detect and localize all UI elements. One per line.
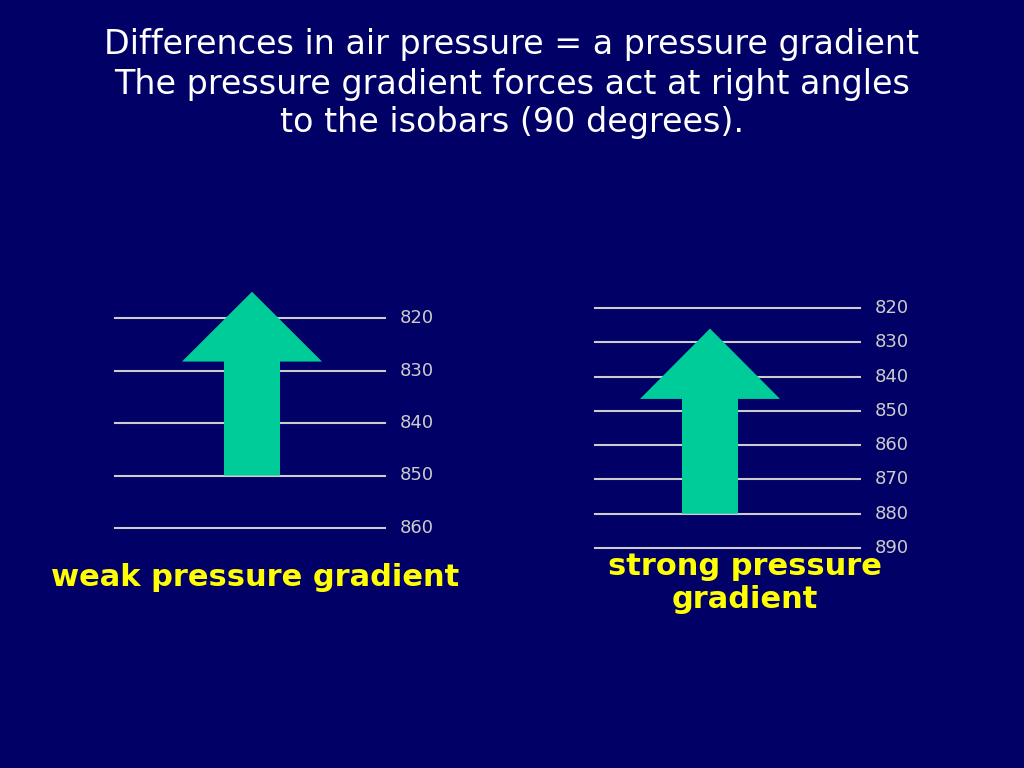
Text: 840: 840	[874, 368, 909, 386]
Polygon shape	[182, 292, 322, 475]
Text: 850: 850	[874, 402, 909, 420]
Polygon shape	[640, 329, 780, 514]
Text: 870: 870	[874, 471, 909, 488]
Text: 830: 830	[874, 333, 909, 351]
Text: 820: 820	[400, 309, 434, 327]
Text: 860: 860	[874, 436, 909, 454]
Text: strong pressure
gradient: strong pressure gradient	[608, 551, 882, 614]
Text: 850: 850	[400, 466, 434, 485]
Text: 830: 830	[400, 362, 434, 379]
Text: Differences in air pressure = a pressure gradient: Differences in air pressure = a pressure…	[104, 28, 920, 61]
Text: weak pressure gradient: weak pressure gradient	[51, 564, 459, 592]
Text: 840: 840	[400, 414, 434, 432]
Text: 890: 890	[874, 539, 909, 557]
Text: 880: 880	[874, 505, 909, 523]
Text: 820: 820	[874, 299, 909, 317]
Text: 860: 860	[400, 519, 434, 537]
Text: The pressure gradient forces act at right angles
to the isobars (90 degrees).: The pressure gradient forces act at righ…	[114, 68, 910, 139]
